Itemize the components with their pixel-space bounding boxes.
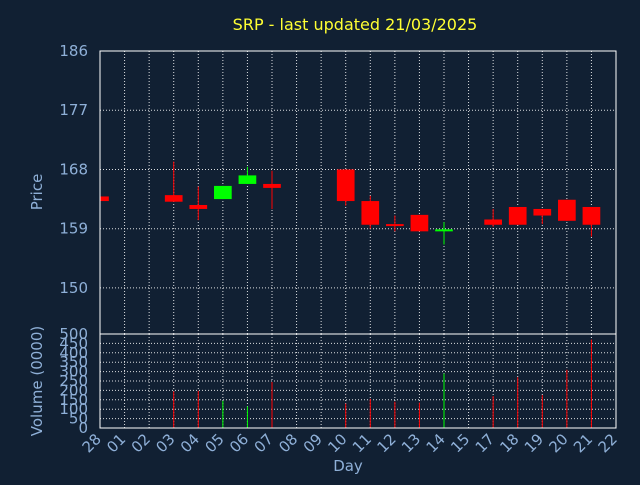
x-tick-label: 01 [103, 430, 129, 456]
candle-body [558, 199, 576, 221]
candle-body [263, 183, 281, 188]
x-tick-label: 09 [300, 430, 326, 456]
candle-body [484, 219, 502, 225]
volume-tick-label: 50 [69, 410, 88, 428]
x-tick-label: 13 [398, 430, 424, 456]
x-tick-label: 04 [177, 430, 203, 456]
x-tick-label: 21 [570, 430, 596, 456]
price-tick-label: 150 [59, 279, 88, 297]
volume-tick-label: 400 [59, 344, 88, 362]
candle-body [214, 185, 232, 200]
x-tick-label: 17 [472, 430, 498, 456]
x-tick-label: 12 [373, 430, 399, 456]
price-tick-label: 168 [59, 160, 88, 178]
x-tick-label: 02 [128, 430, 154, 456]
candle-body [238, 175, 257, 184]
x-tick-label: 05 [201, 430, 227, 456]
x-axis-title: Day [333, 457, 363, 475]
x-tick-label: 20 [545, 430, 571, 456]
x-tick-label: 03 [152, 430, 178, 456]
price-tick-label: 177 [59, 101, 88, 119]
x-tick-label: 11 [349, 430, 375, 456]
candle-body [361, 201, 380, 225]
price-frame [99, 50, 617, 335]
x-tick-label: 14 [423, 430, 449, 456]
volume-tick-label: 150 [59, 391, 88, 409]
volume-tick-label: 100 [59, 400, 88, 418]
price-tick-label: 186 [59, 42, 88, 60]
x-tick-label: 18 [496, 430, 522, 456]
candle-body [336, 169, 355, 202]
candle-body [189, 205, 208, 209]
volume-tick-label: 250 [59, 372, 88, 390]
candle-body [435, 229, 453, 232]
x-tick-label: 06 [226, 430, 252, 456]
candle-body [164, 195, 183, 202]
x-axis: 2801020304050607080910111213141517181920… [79, 430, 621, 456]
x-tick-label: 07 [251, 430, 277, 456]
x-tick-label: 15 [447, 430, 473, 456]
price-panel: 150 159 168 177 186 [59, 42, 617, 335]
candle-body [582, 206, 601, 225]
volume-tick-label: 500 [59, 325, 88, 343]
volume-tick-label: 300 [59, 363, 88, 381]
volume-tick-label: 200 [59, 381, 88, 399]
volume-tick-label: 350 [59, 353, 88, 371]
candle-body [533, 208, 552, 216]
candle-body [508, 206, 527, 225]
chart-title: SRP - last updated 21/03/2025 [233, 15, 478, 34]
candle-body [386, 224, 404, 227]
price-tick-label: 159 [59, 220, 88, 238]
x-tick-label: 08 [275, 430, 301, 456]
candle-body [410, 214, 429, 232]
x-tick-label: 22 [595, 430, 621, 456]
candle-body [100, 196, 109, 202]
volume-frame [99, 333, 617, 429]
volume-tick-label: 0 [78, 419, 88, 437]
volume-tick-label: 450 [59, 334, 88, 352]
x-tick-label: 10 [324, 430, 350, 456]
volume-axis-title: Volume (0000) [28, 326, 46, 436]
price-axis-title: Price [28, 174, 46, 211]
x-tick-label: 19 [521, 430, 547, 456]
